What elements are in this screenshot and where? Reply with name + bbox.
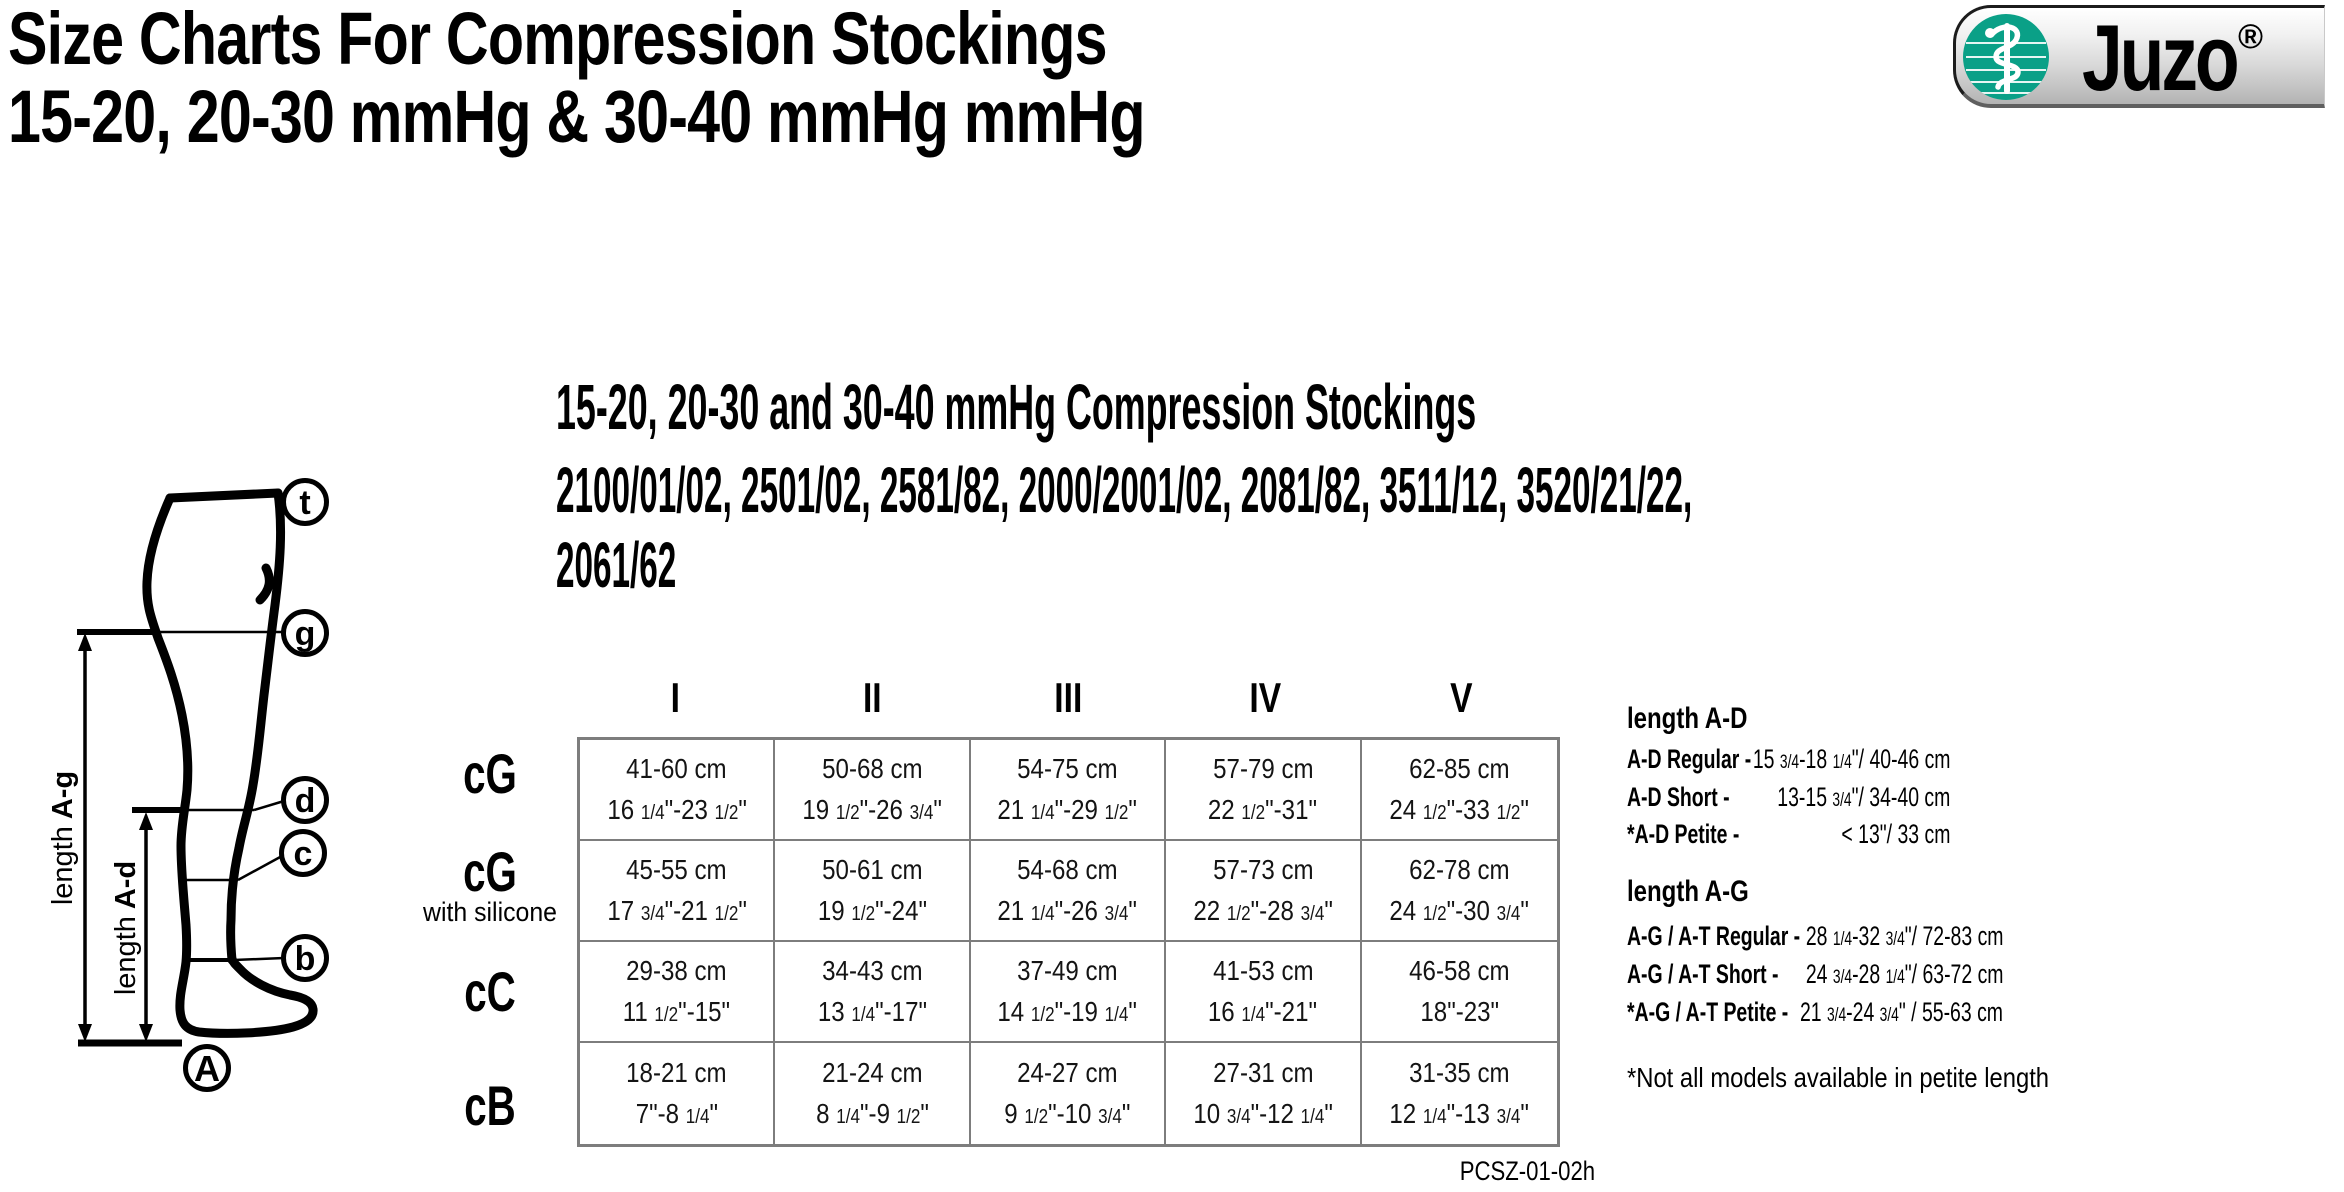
leg-measurement-diagram: length A-g length A-d t g d c b A	[47, 478, 329, 1092]
logo-line	[1966, 69, 2046, 71]
table-cell: 62-85 cm 24 1/2"-33 1/2"	[1361, 740, 1557, 841]
logo-line	[1966, 56, 2046, 58]
point-t: t	[299, 484, 310, 522]
col-header-3: III	[1054, 674, 1083, 721]
point-A: A	[194, 1048, 220, 1089]
length-ag-arrow	[78, 633, 92, 1042]
table-cell: 50-61 cm 19 1/2"-24"	[775, 841, 971, 942]
petite-footnote: *Not all models available in petite leng…	[1627, 1062, 2050, 1093]
col-header-2: II	[862, 674, 882, 721]
table-cell: 27-31 cm 10 3/4"-12 1/4"	[1166, 1043, 1362, 1144]
table-cell: 46-58 cm 18"-23"	[1361, 942, 1557, 1043]
page-title-line2: 15-20, 20-30 mmHg & 30-40 mmHg mmHg	[8, 75, 1146, 158]
length-ad-arrow	[139, 812, 153, 1042]
length-ag-regular-row: A-G / A-T Regular - 28 1/4-32 3/4"/ 72-8…	[1627, 921, 2003, 951]
logo-line	[1966, 92, 2046, 94]
length-ad-heading: length A-D	[1627, 702, 1748, 735]
col-header-1: I	[670, 674, 680, 721]
length-ag-heading: length A-G	[1627, 875, 1749, 908]
table-cell: 57-73 cm 22 1/2"-28 3/4"	[1166, 841, 1362, 942]
size-table: 41-60 cm 16 1/4"-23 1/2" 50-68 cm 19 1/2"-…	[577, 737, 1560, 1147]
measurement-lines	[77, 629, 285, 1047]
page-title-line1: Size Charts For Compression Stockings	[8, 0, 1108, 80]
point-b: b	[295, 940, 316, 978]
logo-line	[1966, 42, 2046, 44]
length-ad-petite-row: *A-D Petite - < 13"/ 33 cm	[1627, 819, 1950, 849]
length-ag-label: length A-g	[47, 771, 79, 905]
length-ag-short-row: A-G / A-T Short - 24 3/4-28 1/4"/ 63-72 …	[1627, 959, 2003, 989]
row-label-cb: cB	[464, 1074, 516, 1137]
table-cell: 29-38 cm 11 1/2"-15"	[580, 942, 776, 1043]
table-cell: 62-78 cm 24 1/2"-30 3/4"	[1361, 841, 1557, 942]
juzo-logo: Juzo ®	[1953, 5, 2325, 110]
length-ag-petite-row: *A-G / A-T Petite - 21 3/4-24 3/4" / 55-…	[1627, 997, 2003, 1027]
table-cell: 57-79 cm 22 1/2"-31"	[1166, 740, 1362, 841]
table-cell: 31-35 cm 12 1/4"-13 3/4"	[1389, 1057, 1530, 1129]
table-cell: 41-60 cm 16 1/4"-23 1/2"	[580, 740, 776, 841]
size-column-headers: I II III IV V	[577, 674, 1560, 722]
point-d: d	[295, 782, 316, 820]
table-cell: 34-43 cm 13 1/4"-17"	[775, 942, 971, 1043]
point-g: g	[295, 615, 316, 653]
table-cell: 45-55 cm 17 3/4"-21 1/2"	[580, 841, 776, 942]
logo-green-circle	[1963, 14, 2049, 100]
col-header-5: V	[1450, 674, 1473, 721]
section-heading: 15-20, 20-30 and 30-40 mmHg Compression …	[556, 371, 1477, 443]
document-code: PCSZ-01-02h	[1459, 1156, 1595, 1186]
registered-mark: ®	[2238, 18, 2264, 56]
point-markers: t g d c b A	[183, 478, 329, 1092]
logo-line	[1966, 81, 2046, 83]
table-cell: 50-68 cm 19 1/2"-26 3/4"	[775, 740, 971, 841]
point-c: c	[294, 835, 313, 873]
section-models-line1: 2100/01/02, 2501/02, 2581/82, 2000/2001/…	[556, 454, 1693, 526]
table-cell: 18-21 cm 7"-8 1/4"	[580, 1043, 776, 1144]
table-cell: 54-75 cm 21 1/4"-29 1/2"	[970, 740, 1167, 841]
length-ad-regular-row: A-D Regular - 15 3/4-18 1/4"/ 40-46 cm	[1627, 744, 1950, 774]
row-label-cg: cG	[463, 742, 517, 805]
col-header-4: IV	[1249, 674, 1281, 721]
table-cell: 54-68 cm 21 1/4"-26 3/4"	[970, 841, 1167, 942]
length-ad-short-row: A-D Short - 13-15 3/4"/ 34-40 cm	[1627, 782, 1950, 812]
table-cell: 41-53 cm 16 1/4"-21"	[1166, 942, 1362, 1043]
row-label-cc: cC	[464, 960, 516, 1023]
length-ad-label: length A-d	[110, 861, 142, 995]
table-cell: 24-27 cm 9 1/2"-10 3/4"	[971, 1043, 1167, 1144]
row-sublabel-with-silicone: with silicone	[423, 897, 557, 927]
row-label-cg-silicone: cG	[463, 840, 517, 903]
table-cell: 37-49 cm 14 1/2"-19 1/4"	[970, 942, 1167, 1043]
brand-wordmark: Juzo	[2082, 5, 2240, 110]
section-models-line2: 2061/62	[556, 529, 677, 601]
table-cell: 21-24 cm 8 1/4"-9 1/2"	[775, 1043, 971, 1144]
